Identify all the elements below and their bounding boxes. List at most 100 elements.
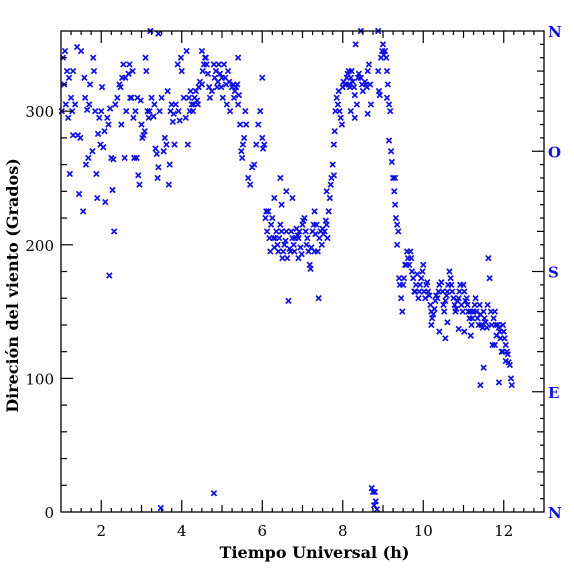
data-point: [143, 67, 150, 75]
data-point: [501, 335, 508, 342]
data-point: [366, 81, 374, 88]
data-point: [391, 174, 399, 182]
data-point: [128, 94, 135, 102]
data-point: [400, 274, 408, 282]
data-point: [169, 118, 177, 126]
data-point: [330, 172, 338, 179]
data-point: [114, 94, 121, 102]
data-point: [500, 328, 507, 335]
data-point: [81, 94, 89, 102]
data-point: [183, 47, 190, 55]
data-point: [448, 281, 455, 289]
data-point: [442, 297, 449, 305]
data-point: [160, 148, 167, 155]
data-point: [106, 105, 114, 112]
data-point: [383, 94, 391, 102]
data-point: [325, 208, 332, 215]
x-tick-label: 6: [257, 522, 267, 540]
data-point: [480, 308, 487, 315]
data-point: [238, 154, 246, 162]
data-point: [329, 161, 336, 168]
data-point: [67, 94, 75, 102]
data-point: [351, 91, 359, 99]
data-point: [206, 94, 214, 102]
data-point: [318, 241, 326, 248]
data-point: [202, 54, 210, 61]
data-point: [327, 181, 334, 188]
data-point: [311, 208, 318, 215]
data-point: [275, 248, 282, 255]
plot-frame: [60, 30, 545, 513]
data-point: [83, 106, 91, 114]
data-point: [125, 70, 132, 77]
compass-label: N: [548, 504, 562, 522]
data-point: [313, 221, 320, 228]
data-point: [498, 348, 505, 355]
data-point: [430, 311, 437, 318]
data-point: [158, 94, 165, 102]
data-point: [77, 47, 85, 55]
data-point: [303, 241, 310, 248]
data-point: [405, 261, 413, 269]
data-point: [480, 364, 487, 371]
data-point: [198, 81, 206, 88]
data-point: [93, 170, 100, 178]
data-point: [345, 67, 352, 75]
data-point: [65, 114, 72, 122]
y-axis-label: Direción del viento (Grados): [3, 158, 22, 413]
data-point: [165, 181, 173, 188]
data-point: [392, 214, 400, 222]
data-point: [369, 488, 377, 496]
data-point: [157, 504, 165, 512]
data-point: [352, 41, 359, 48]
data-point: [155, 164, 162, 171]
data-point: [118, 74, 126, 81]
data-point: [212, 67, 220, 75]
data-point: [176, 117, 183, 124]
data-point: [395, 274, 403, 282]
data-point: [467, 332, 474, 339]
data-point: [138, 121, 145, 128]
data-point: [434, 295, 441, 302]
data-point: [395, 228, 402, 235]
data-point: [438, 278, 445, 286]
data-point: [110, 228, 118, 235]
data-point: [236, 121, 244, 128]
data-point: [277, 221, 284, 228]
data-point: [330, 141, 338, 148]
data-point: [210, 490, 218, 497]
data-point: [447, 274, 454, 282]
data-point: [69, 67, 77, 75]
data-point: [502, 341, 509, 349]
data-point: [123, 107, 130, 115]
data-point: [121, 154, 128, 162]
data-point: [250, 161, 258, 168]
data-point: [104, 114, 111, 122]
y-tick-label: 100: [25, 370, 54, 388]
data-point: [145, 114, 152, 122]
data-point: [141, 128, 148, 135]
data-point: [106, 272, 113, 279]
x-tick-label: 8: [338, 522, 348, 540]
data-point: [426, 292, 433, 299]
data-point: [273, 228, 280, 235]
data-point: [117, 83, 124, 91]
data-point: [371, 488, 379, 496]
data-point: [96, 114, 103, 122]
data-point: [473, 308, 480, 315]
data-point: [424, 288, 432, 295]
data-point: [184, 141, 191, 148]
data-point: [397, 295, 405, 302]
data-point: [132, 107, 139, 115]
data-point: [481, 315, 488, 322]
data-point: [262, 214, 269, 222]
data-point: [337, 114, 344, 122]
data-point: [66, 170, 74, 178]
data-point: [277, 174, 284, 182]
data-point: [333, 94, 340, 102]
data-point: [204, 70, 212, 77]
data-point: [508, 381, 516, 389]
data-point: [199, 67, 206, 75]
data-point: [444, 319, 451, 326]
data-point: [152, 145, 159, 152]
